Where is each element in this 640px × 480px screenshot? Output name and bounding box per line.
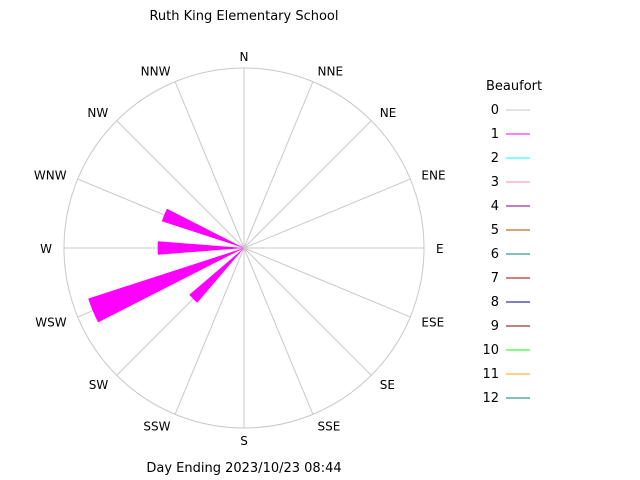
spoke-ese: [243, 247, 411, 318]
direction-label-sw: SW: [89, 378, 109, 392]
direction-label-nw: NW: [87, 106, 108, 120]
legend-label: 6: [491, 247, 499, 262]
legend-label: 2: [491, 151, 499, 166]
legend-label: 9: [491, 319, 499, 334]
legend-item-8: 8: [491, 295, 530, 310]
spoke-se: [243, 247, 372, 376]
spoke-ne: [243, 120, 372, 249]
legend-item-6: 6: [491, 247, 530, 262]
legend-label: 12: [482, 391, 499, 406]
chart-footer: Day Ending 2023/10/23 08:44: [146, 461, 341, 476]
spoke-nnw: [174, 81, 245, 249]
direction-label-wnw: WNW: [34, 169, 67, 183]
legend-item-5: 5: [491, 223, 530, 238]
legend-title: Beaufort: [486, 79, 542, 94]
direction-label-ssw: SSW: [143, 419, 170, 433]
direction-label-e: E: [436, 242, 444, 256]
petal-wnw-beaufort-1: [161, 208, 244, 248]
direction-label-w: W: [40, 242, 52, 256]
spoke-sse: [243, 247, 314, 415]
legend-label: 10: [482, 343, 499, 358]
legend-label: 11: [482, 367, 499, 382]
direction-label-ese: ESE: [421, 316, 444, 330]
direction-label-wsw: WSW: [35, 316, 66, 330]
legend-item-3: 3: [491, 175, 530, 190]
direction-label-ne: NE: [380, 106, 397, 120]
legend-label: 8: [491, 295, 499, 310]
legend-label: 0: [491, 103, 499, 118]
direction-label-sse: SSE: [318, 419, 341, 433]
direction-label-nnw: NNW: [141, 65, 171, 79]
legend-item-11: 11: [482, 367, 530, 382]
spoke-nne: [243, 81, 314, 249]
legend-item-0: 0: [491, 103, 530, 118]
direction-label-n: N: [240, 50, 249, 64]
legend-item-10: 10: [482, 343, 530, 358]
chart-title: Ruth King Elementary School: [149, 9, 338, 24]
legend-label: 7: [491, 271, 499, 286]
spoke-ene: [243, 178, 411, 249]
legend-label: 5: [491, 223, 499, 238]
legend-item-9: 9: [491, 319, 530, 334]
legend-item-1: 1: [491, 127, 530, 142]
spoke-ssw: [174, 247, 245, 415]
petal-sw-beaufort-1: [189, 248, 244, 303]
legend-label: 4: [491, 199, 499, 214]
petal-wsw-beaufort-1: [88, 248, 244, 323]
legend-label: 1: [491, 127, 499, 142]
legend-item-2: 2: [491, 151, 530, 166]
direction-label-s: S: [240, 434, 248, 448]
legend-item-4: 4: [491, 199, 530, 214]
legend-item-7: 7: [491, 271, 530, 286]
legend-label: 3: [491, 175, 499, 190]
direction-label-ene: ENE: [421, 169, 445, 183]
rose-petals: [88, 208, 244, 323]
direction-label-nne: NNE: [318, 65, 344, 79]
direction-label-se: SE: [380, 378, 395, 392]
legend-item-12: 12: [482, 391, 530, 406]
spoke-nw: [116, 120, 245, 249]
direction-labels: N NNE NE ENE E ESE SE SSE S SSW SW WSW W WNW NW NNW: [34, 50, 446, 448]
petal-w-beaufort-1: [157, 241, 244, 255]
